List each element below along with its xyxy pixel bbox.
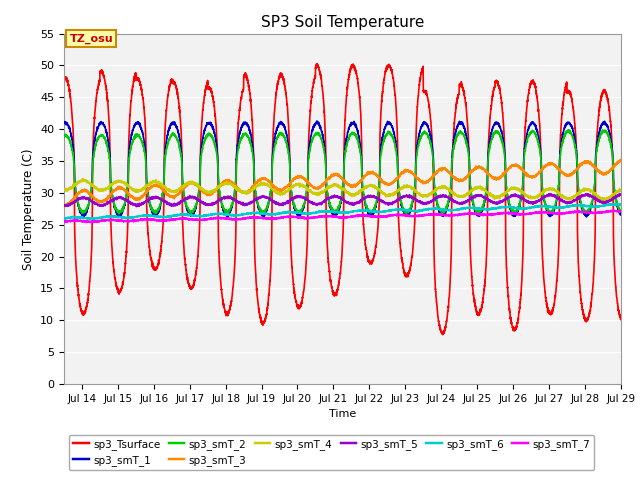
X-axis label: Time: Time	[329, 409, 356, 419]
Title: SP3 Soil Temperature: SP3 Soil Temperature	[260, 15, 424, 30]
Y-axis label: Soil Temperature (C): Soil Temperature (C)	[22, 148, 35, 270]
Legend: sp3_Tsurface, sp3_smT_1, sp3_smT_2, sp3_smT_3, sp3_smT_4, sp3_smT_5, sp3_smT_6, : sp3_Tsurface, sp3_smT_1, sp3_smT_2, sp3_…	[69, 435, 594, 470]
Text: TZ_osu: TZ_osu	[69, 33, 113, 44]
